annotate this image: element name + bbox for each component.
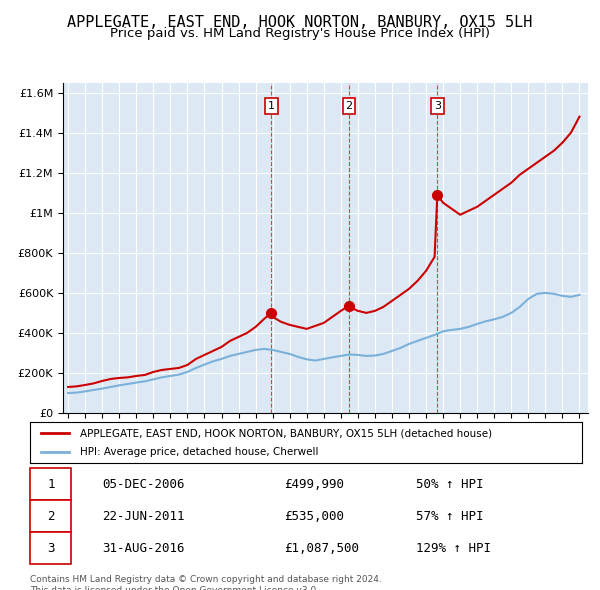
Text: £1,087,500: £1,087,500 [284, 542, 359, 555]
Text: APPLEGATE, EAST END, HOOK NORTON, BANBURY, OX15 5LH: APPLEGATE, EAST END, HOOK NORTON, BANBUR… [67, 15, 533, 30]
Text: 05-DEC-2006: 05-DEC-2006 [102, 478, 184, 491]
Text: 2: 2 [47, 510, 55, 523]
Text: £499,990: £499,990 [284, 478, 344, 491]
Text: 22-JUN-2011: 22-JUN-2011 [102, 510, 184, 523]
Text: 3: 3 [47, 542, 55, 555]
Text: 2: 2 [345, 101, 352, 111]
Text: APPLEGATE, EAST END, HOOK NORTON, BANBURY, OX15 5LH (detached house): APPLEGATE, EAST END, HOOK NORTON, BANBUR… [80, 428, 492, 438]
Text: 31-AUG-2016: 31-AUG-2016 [102, 542, 184, 555]
Text: £535,000: £535,000 [284, 510, 344, 523]
Text: Contains HM Land Registry data © Crown copyright and database right 2024.
This d: Contains HM Land Registry data © Crown c… [30, 575, 382, 590]
Text: 1: 1 [268, 101, 275, 111]
Text: 3: 3 [434, 101, 441, 111]
Text: 57% ↑ HPI: 57% ↑ HPI [416, 510, 484, 523]
FancyBboxPatch shape [30, 468, 71, 500]
FancyBboxPatch shape [30, 532, 71, 565]
Text: 129% ↑ HPI: 129% ↑ HPI [416, 542, 491, 555]
Text: 1: 1 [47, 478, 55, 491]
Text: HPI: Average price, detached house, Cherwell: HPI: Average price, detached house, Cher… [80, 447, 318, 457]
Text: 50% ↑ HPI: 50% ↑ HPI [416, 478, 484, 491]
Text: Price paid vs. HM Land Registry's House Price Index (HPI): Price paid vs. HM Land Registry's House … [110, 27, 490, 40]
FancyBboxPatch shape [30, 500, 71, 532]
